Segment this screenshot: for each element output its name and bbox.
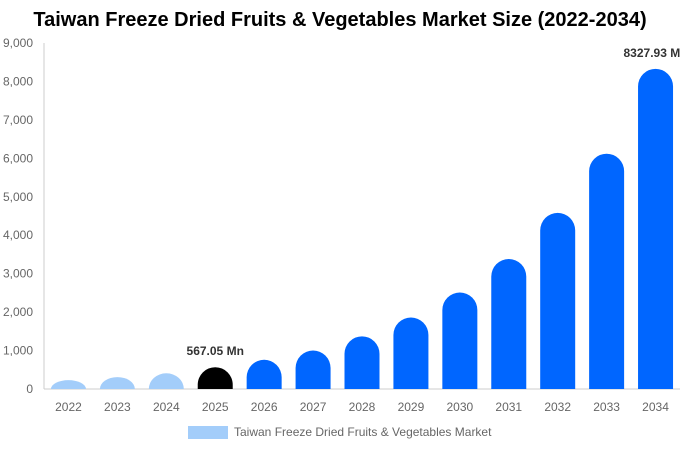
- bar-2030: [442, 292, 478, 389]
- x-tick-label: 2030: [446, 400, 473, 414]
- bar-2024: [148, 373, 184, 389]
- bar-2033: [589, 153, 625, 389]
- bar-2029: [393, 317, 429, 389]
- y-tick-label: 0: [26, 382, 33, 396]
- bar-2026: [246, 359, 282, 389]
- y-tick-label: 4,000: [3, 228, 33, 242]
- x-tick-label: 2023: [104, 400, 131, 414]
- x-tick-label: 2031: [495, 400, 522, 414]
- legend-swatch: [188, 425, 228, 439]
- data-label-group: 567.05 Mn 8327.93 Mn: [187, 46, 680, 358]
- legend-label: Taiwan Freeze Dried Fruits & Vegetables …: [234, 425, 492, 439]
- x-tick-label: 2034: [642, 400, 669, 414]
- y-tick-label: 1,000: [3, 344, 33, 358]
- y-tick-label: 8,000: [3, 74, 33, 88]
- x-tick-label: 2027: [300, 400, 327, 414]
- x-tick-label: 2028: [349, 400, 376, 414]
- y-tick-label: 5,000: [3, 190, 33, 204]
- y-tick-label: 7,000: [3, 113, 33, 127]
- x-tick-label: 2025: [202, 400, 229, 414]
- bar-2032: [540, 212, 576, 389]
- bar-2031: [491, 259, 527, 389]
- bar-2034: [638, 68, 674, 390]
- x-tick-label: 2022: [55, 400, 82, 414]
- chart-title: Taiwan Freeze Dried Fruits & Vegetables …: [33, 9, 647, 31]
- x-tick-label: 2029: [398, 400, 425, 414]
- y-axis: 0 1,000 2,000 3,000 4,000 5,000 6,000 7,000 8,00…: [3, 36, 45, 396]
- data-label-2034: 8327.93 Mn: [624, 46, 680, 60]
- bar-2023: [99, 377, 135, 389]
- y-tick-label: 6,000: [3, 151, 33, 165]
- bar-2025: [197, 367, 233, 389]
- x-axis: 2022 2023 2024 2025 2026 2027 2028 2029 2030 2031…: [44, 388, 680, 414]
- y-tick-label: 9,000: [3, 36, 33, 50]
- bar-2022: [50, 380, 86, 389]
- x-tick-label: 2024: [153, 400, 180, 414]
- bar-2028: [344, 336, 380, 389]
- bar-2027: [295, 350, 331, 389]
- y-tick-label: 2,000: [3, 305, 33, 319]
- x-tick-label: 2032: [544, 400, 571, 414]
- legend: Taiwan Freeze Dried Fruits & Vegetables …: [188, 425, 491, 439]
- y-tick-label: 3,000: [3, 267, 33, 281]
- bar-group: [50, 68, 674, 390]
- x-tick-label: 2033: [593, 400, 620, 414]
- x-tick-label: 2026: [251, 400, 278, 414]
- data-label-2025: 567.05 Mn: [187, 344, 244, 358]
